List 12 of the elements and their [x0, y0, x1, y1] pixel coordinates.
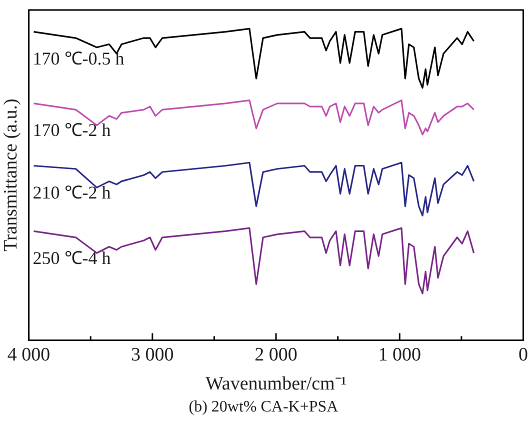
text: (b) 20wt% CA-K+PSA [188, 398, 339, 416]
x-axis-title: Wavenumber/cm⁻¹ [206, 373, 347, 394]
y-axis-title: Transmittance (a.u.) [0, 98, 22, 252]
x-tick-label: 0 [518, 344, 528, 366]
x-tick-label: 4 000 [7, 344, 50, 366]
series-label: 170 ℃-0.5 h [32, 48, 124, 69]
x-tick-label: 2 000 [254, 344, 298, 366]
series-label: 170 ℃-2 h [32, 120, 111, 140]
x-tick-label: 3 000 [131, 344, 174, 366]
series-label: 250 ℃-4 h [32, 248, 111, 268]
series-label: 210 ℃-2 h [32, 182, 111, 202]
x-tick-label: 1 000 [378, 344, 422, 366]
